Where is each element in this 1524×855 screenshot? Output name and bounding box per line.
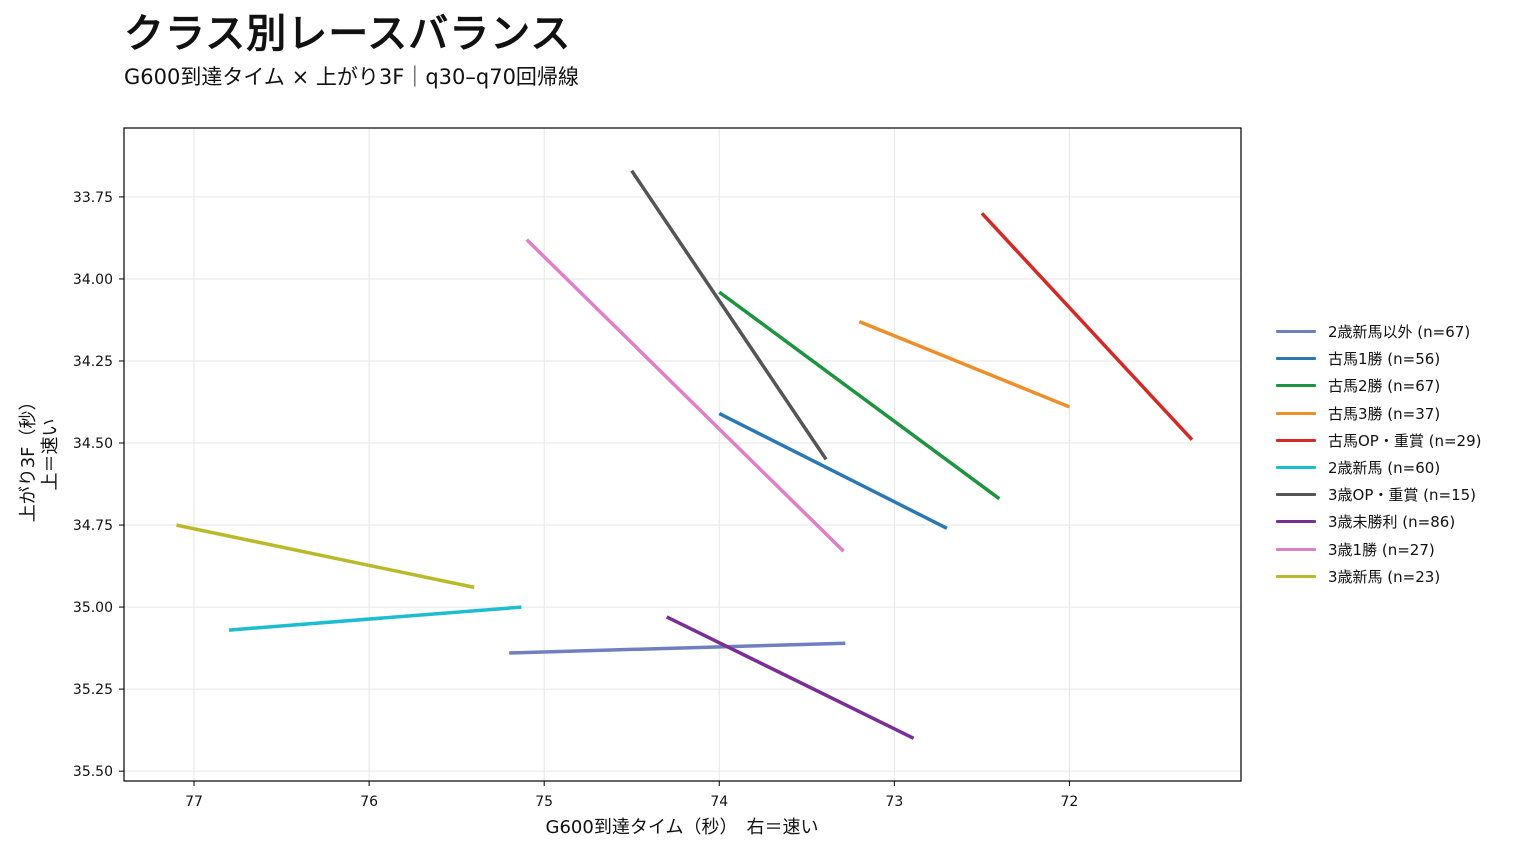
legend-swatch bbox=[1276, 466, 1316, 470]
x-tick-label: 73 bbox=[885, 794, 903, 810]
legend-label: 3歳OP・重賞 (n=15) bbox=[1328, 486, 1477, 505]
legend-swatch bbox=[1276, 357, 1316, 361]
series-line bbox=[228, 605, 522, 632]
y-tick-label: 35.00 bbox=[73, 600, 113, 616]
series-line bbox=[980, 212, 1194, 441]
legend-label: 古馬OP・重賞 (n=29) bbox=[1328, 431, 1482, 450]
x-tick-label: 72 bbox=[1061, 794, 1079, 810]
legend: 2歳新馬以外 (n=67) 古馬1勝 (n=56) 古馬2勝 (n=67) 古馬3勝 … bbox=[1276, 318, 1482, 590]
series-line bbox=[718, 290, 1001, 501]
legend-item: 3歳新馬 (n=23) bbox=[1276, 563, 1482, 590]
x-axis-label: G600到達タイム（秒） 右＝速い bbox=[546, 817, 819, 838]
series-lines bbox=[176, 169, 1194, 740]
x-tick-label: 77 bbox=[185, 794, 203, 810]
legend-item: 2歳新馬 (n=60) bbox=[1276, 454, 1482, 481]
legend-label: 2歳新馬以外 (n=67) bbox=[1328, 323, 1471, 342]
legend-swatch bbox=[1276, 493, 1316, 497]
series-line bbox=[509, 641, 846, 655]
legend-item: 古馬3勝 (n=37) bbox=[1276, 400, 1482, 427]
legend-label: 3歳1勝 (n=27) bbox=[1328, 540, 1435, 559]
legend-item: 3歳1勝 (n=27) bbox=[1276, 536, 1482, 563]
legend-swatch bbox=[1276, 384, 1316, 388]
legend-swatch bbox=[1276, 330, 1316, 334]
y-tick-label: 34.75 bbox=[73, 518, 113, 534]
x-tick-label: 75 bbox=[535, 794, 553, 810]
series-line bbox=[176, 523, 475, 590]
legend-item: 古馬2勝 (n=67) bbox=[1276, 372, 1482, 399]
legend-swatch bbox=[1276, 574, 1316, 578]
y-axis-label-line-2: 上＝速い bbox=[40, 419, 61, 491]
y-tick-label: 34.25 bbox=[73, 354, 113, 370]
plot-frame bbox=[123, 127, 1242, 782]
legend-item: 3歳未勝利 (n=86) bbox=[1276, 508, 1482, 535]
grid-lines bbox=[124, 128, 1241, 781]
series-line bbox=[858, 319, 1071, 409]
y-tick-label: 34.00 bbox=[73, 272, 113, 288]
series-line bbox=[630, 169, 828, 461]
series-line bbox=[665, 615, 915, 740]
y-tick-label: 35.50 bbox=[73, 764, 113, 780]
legend-label: 古馬2勝 (n=67) bbox=[1328, 377, 1441, 396]
chart-title: クラス別レースバランス bbox=[124, 11, 572, 57]
legend-label: 2歳新馬 (n=60) bbox=[1328, 459, 1441, 478]
legend-swatch bbox=[1276, 438, 1316, 442]
legend-label: 古馬3勝 (n=37) bbox=[1328, 404, 1441, 423]
legend-swatch bbox=[1276, 547, 1316, 551]
legend-item: 古馬OP・重賞 (n=29) bbox=[1276, 427, 1482, 454]
series-line bbox=[525, 238, 845, 553]
legend-label: 3歳新馬 (n=23) bbox=[1328, 567, 1441, 586]
y-tick-label: 33.75 bbox=[73, 190, 113, 206]
x-tick-label: 74 bbox=[710, 794, 728, 810]
legend-item: 3歳OP・重賞 (n=15) bbox=[1276, 481, 1482, 508]
legend-label: 3歳未勝利 (n=86) bbox=[1328, 513, 1456, 532]
y-tick-label: 35.25 bbox=[73, 682, 113, 698]
y-axis-label-line-1: 上がり3F（秒） bbox=[18, 392, 39, 522]
legend-swatch bbox=[1276, 520, 1316, 524]
legend-swatch bbox=[1276, 411, 1316, 415]
legend-item: 古馬1勝 (n=56) bbox=[1276, 345, 1482, 372]
legend-label: 古馬1勝 (n=56) bbox=[1328, 350, 1441, 369]
y-axis-label: 上がり3F（秒） 上＝速い bbox=[18, 387, 61, 523]
axis-ticks: 77 76 75 74 73 72 33.75 34.00 34.25 34.50 34.75 35.… bbox=[73, 190, 1078, 810]
y-tick-label: 34.50 bbox=[73, 436, 113, 452]
chart-subtitle: G600到達タイム × 上がり3F｜q30–q70回帰線 bbox=[124, 65, 579, 89]
legend-item: 2歳新馬以外 (n=67) bbox=[1276, 318, 1482, 345]
series-line bbox=[718, 411, 948, 530]
x-tick-label: 76 bbox=[360, 794, 378, 810]
